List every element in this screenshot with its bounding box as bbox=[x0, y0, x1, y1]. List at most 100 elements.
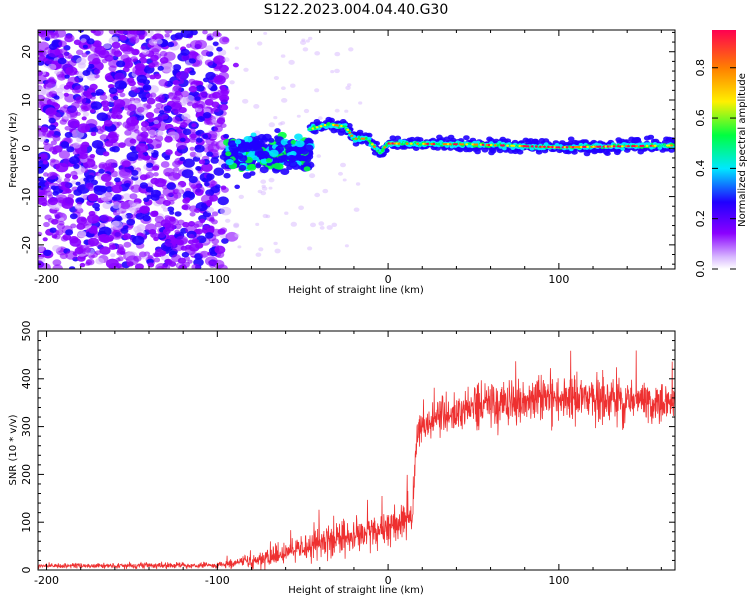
heatmap-cell bbox=[144, 223, 157, 233]
x-tick-label: 0 bbox=[385, 273, 392, 286]
colorbar-gradient bbox=[712, 30, 736, 269]
heatmap-cell bbox=[526, 145, 530, 148]
heatmap-cell bbox=[40, 189, 48, 196]
heatmap-cell bbox=[242, 144, 252, 152]
heatmap-cell bbox=[146, 194, 153, 199]
heatmap-cell bbox=[180, 97, 188, 103]
heatmap-cell bbox=[134, 263, 144, 269]
heatmap-cell bbox=[117, 256, 124, 262]
heatmap-cell bbox=[332, 123, 335, 126]
heatmap-cell bbox=[120, 54, 130, 62]
heatmap-cell bbox=[225, 159, 234, 166]
heatmap-cell bbox=[52, 245, 61, 252]
heatmap-cell bbox=[99, 246, 111, 255]
heatmap-cell bbox=[70, 223, 77, 229]
snr-panel: -200 -100 0 100 0 100 200 300 400 500 Height of s… bbox=[8, 321, 676, 596]
colorbar-tick-label: 0.0 bbox=[694, 260, 707, 278]
heatmap-cell bbox=[238, 164, 247, 171]
heatmap-cell bbox=[152, 165, 160, 171]
heatmap-cell bbox=[132, 235, 145, 246]
heatmap-cell bbox=[189, 70, 196, 76]
heatmap-cell bbox=[212, 30, 221, 37]
heatmap-cell bbox=[211, 118, 217, 124]
heatmap-cell bbox=[188, 234, 195, 239]
heatmap-cell bbox=[259, 154, 266, 160]
heatmap-cell bbox=[367, 139, 371, 143]
heatmap-cell bbox=[319, 125, 323, 128]
heatmap-cell bbox=[130, 86, 138, 92]
heatmap-cell bbox=[188, 50, 196, 56]
heatmap-cell bbox=[149, 138, 162, 149]
heatmap-cell bbox=[194, 96, 201, 101]
heatmap-cell bbox=[645, 144, 649, 147]
heatmap-cell bbox=[121, 160, 131, 168]
heatmap-cell bbox=[203, 112, 212, 119]
heatmap-cell bbox=[348, 131, 352, 134]
heatmap-cell bbox=[127, 77, 135, 84]
heatmap-cell bbox=[181, 251, 190, 258]
heatmap-cell bbox=[195, 242, 204, 249]
y-tick-label: 500 bbox=[20, 321, 33, 342]
heatmap-cell bbox=[61, 68, 72, 77]
heatmap-cell bbox=[65, 250, 78, 260]
heatmap-cell bbox=[205, 232, 214, 239]
heatmap-cell bbox=[223, 172, 231, 179]
heatmap-cell bbox=[179, 137, 186, 142]
heatmap-cell bbox=[573, 146, 577, 149]
heatmap-cell bbox=[647, 134, 655, 140]
heatmap-cell bbox=[127, 104, 137, 111]
heatmap-cell bbox=[214, 245, 226, 254]
heatmap-cell bbox=[253, 137, 260, 143]
heatmap-cell bbox=[108, 130, 118, 138]
heatmap-cell bbox=[119, 168, 132, 179]
heatmap-cell bbox=[206, 36, 213, 41]
heatmap-cell bbox=[179, 156, 185, 162]
heatmap-cell bbox=[80, 193, 87, 199]
heatmap-cell bbox=[331, 222, 338, 227]
heatmap-cell bbox=[55, 229, 64, 236]
heatmap-cell bbox=[182, 128, 192, 136]
heatmap-cell bbox=[217, 196, 229, 206]
heatmap-cell bbox=[95, 257, 105, 265]
heatmap-cell bbox=[106, 166, 113, 171]
heatmap-cell bbox=[261, 186, 268, 191]
heatmap-cell bbox=[336, 124, 339, 127]
heatmap-cell bbox=[313, 126, 317, 129]
heatmap-cell bbox=[342, 125, 346, 128]
heatmap-cell bbox=[221, 186, 229, 193]
spectrogram-xlabel: Height of straight line (km) bbox=[288, 285, 424, 296]
heatmap-cell bbox=[569, 146, 573, 149]
heatmap-cell bbox=[518, 144, 522, 148]
heatmap-cell bbox=[86, 118, 98, 128]
heatmap-cell bbox=[222, 37, 229, 43]
heatmap-cell bbox=[342, 178, 347, 182]
heatmap-cell bbox=[220, 206, 232, 216]
heatmap-cell bbox=[280, 154, 289, 162]
heatmap-cell bbox=[126, 44, 133, 49]
heatmap-cell bbox=[260, 137, 269, 143]
heatmap-cell bbox=[102, 151, 110, 157]
heatmap-cell bbox=[520, 145, 524, 148]
heatmap-cell bbox=[309, 173, 316, 179]
heatmap-cell bbox=[113, 194, 122, 201]
y-tick-label: -20 bbox=[20, 236, 33, 254]
heatmap-cell bbox=[147, 129, 157, 137]
heatmap-cell bbox=[608, 145, 612, 148]
heatmap-cell bbox=[383, 146, 387, 149]
heatmap-cell bbox=[565, 146, 569, 149]
heatmap-cell bbox=[99, 134, 109, 141]
heatmap-cell bbox=[534, 145, 538, 148]
heatmap-cell bbox=[586, 145, 589, 148]
heatmap-cell bbox=[397, 142, 401, 145]
heatmap-cell bbox=[395, 142, 399, 145]
heatmap-cell bbox=[625, 145, 628, 148]
heatmap-cell bbox=[140, 131, 149, 138]
heatmap-cell bbox=[345, 85, 351, 90]
heatmap-cell bbox=[146, 162, 154, 168]
colorbar-tick-label: 0.6 bbox=[694, 109, 707, 127]
heatmap-cell bbox=[200, 250, 209, 258]
heatmap-cell bbox=[116, 209, 122, 214]
heatmap-cell bbox=[154, 129, 164, 137]
heatmap-cell bbox=[157, 231, 166, 239]
heatmap-cell bbox=[125, 255, 139, 266]
